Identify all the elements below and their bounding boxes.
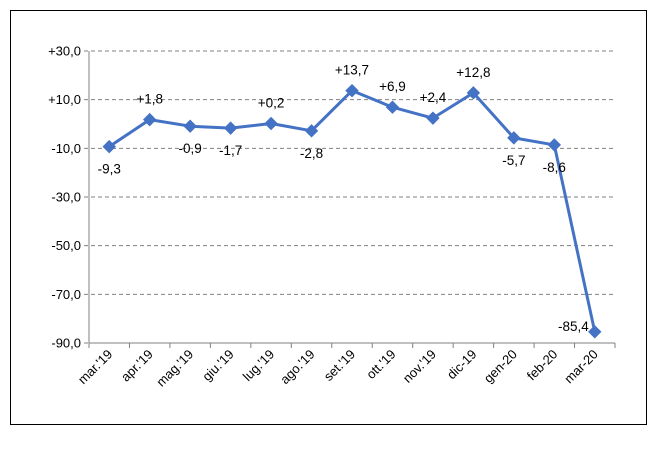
y-tick-label: -10,0 [51, 141, 81, 156]
data-label: -1,7 [219, 143, 242, 158]
data-label: +2,4 [420, 90, 447, 105]
y-tick-label: -30,0 [51, 190, 81, 205]
data-label: -85,4 [558, 319, 589, 334]
y-tick-label: -50,0 [51, 238, 81, 253]
data-point-marker [345, 83, 359, 98]
x-tick-label: mar.'19 [75, 347, 115, 387]
data-point-marker [466, 86, 481, 100]
data-label: -8,6 [543, 160, 566, 175]
label-layer: -9,3 +1,8 -0,9 -1,7 +0,2 -2,8 +13,7 +6,9 +2,4 +12… [98, 63, 590, 334]
x-tick-label: giu.'19 [199, 347, 236, 384]
y-tick-label: -90,0 [51, 336, 81, 351]
data-point-marker [304, 124, 319, 138]
data-point-marker [385, 100, 400, 114]
y-tick-label: -70,0 [51, 287, 81, 302]
data-label: -5,7 [502, 153, 525, 168]
x-tick-label: nov.'19 [400, 347, 439, 386]
data-point-marker [547, 138, 562, 152]
y-tick-label: +30,0 [48, 44, 81, 59]
x-tick-label: set.'19 [321, 347, 358, 384]
data-point-marker [588, 325, 602, 339]
x-tick-label: ago.'19 [277, 347, 317, 387]
x-tick-label: apr.'19 [118, 347, 156, 385]
line-chart: +30,0 +10,0 -10,0 -30,0 -50,0 -70,0 -90,0mar.'… [48, 44, 616, 390]
x-tick-label: ott.'19 [363, 347, 398, 382]
y-tick-label: +10,0 [48, 92, 81, 107]
x-tick-label: gen-20 [481, 347, 520, 386]
data-label: +13,7 [335, 63, 369, 78]
x-tick-label: dic-19 [444, 347, 480, 383]
axis-layer: +30,0 +10,0 -10,0 -30,0 -50,0 -70,0 -90,0mar.'… [48, 44, 616, 390]
data-point-marker [264, 116, 278, 131]
chart-frame: +30,0 +10,0 -10,0 -30,0 -50,0 -70,0 -90,0 mar.'… [10, 10, 647, 425]
x-tick-label: mag.'19 [153, 347, 196, 390]
series-line [108, 89, 597, 333]
data-point-marker [142, 112, 157, 127]
data-label: -2,8 [300, 146, 323, 161]
data-label: +1,8 [136, 92, 163, 107]
data-label: +0,2 [258, 96, 285, 111]
x-tick-label: lug.'19 [240, 347, 277, 384]
marker-layer [102, 83, 602, 339]
data-label: +6,9 [379, 79, 406, 94]
data-point-marker [223, 121, 238, 135]
series-line-layer [108, 89, 597, 333]
data-point-marker [183, 119, 197, 133]
data-label: -0,9 [179, 141, 202, 156]
data-label: +12,8 [456, 65, 490, 80]
data-point-marker [426, 111, 440, 125]
data-point-marker [102, 139, 116, 154]
data-label: -9,3 [98, 162, 121, 177]
x-tick-label: mar-20 [561, 347, 601, 387]
x-tick-label: feb-20 [524, 347, 561, 384]
data-point-marker [507, 131, 521, 145]
